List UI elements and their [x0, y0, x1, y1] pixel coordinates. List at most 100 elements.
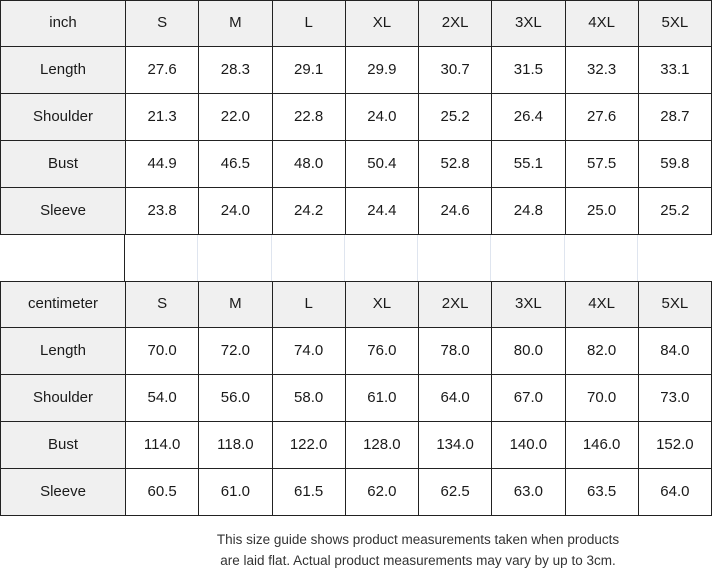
cell-cm-shoulder-l: 58.0 [271, 374, 346, 422]
cell-inch-shoulder-xl: 24.0 [344, 93, 420, 141]
cell-cm-bust-2xl: 134.0 [417, 421, 493, 469]
cell-cm-shoulder-4xl: 70.0 [564, 374, 639, 422]
spacer-cell [125, 235, 199, 281]
table-row: Sleeve 23.8 24.0 24.2 24.4 24.6 24.8 25.… [0, 187, 713, 235]
cell-cm-bust-s: 114.0 [124, 421, 200, 469]
cell-inch-length-5xl: 33.1 [637, 46, 713, 94]
size-header-xl: XL [344, 0, 420, 47]
cell-inch-shoulder-5xl: 28.7 [637, 93, 713, 141]
size-header-4xl: 4XL [564, 0, 639, 47]
note-line-1: This size guide shows product measuremen… [216, 532, 620, 547]
cell-cm-length-xl: 76.0 [344, 327, 420, 375]
table-row: Shoulder 54.0 56.0 58.0 61.0 64.0 67.0 7… [0, 374, 713, 422]
cell-cm-sleeve-5xl: 64.0 [637, 468, 713, 516]
spacer-cell [637, 235, 711, 281]
cell-inch-bust-4xl: 57.5 [564, 140, 639, 188]
cell-inch-length-l: 29.1 [271, 46, 346, 94]
size-header-4xl: 4XL [564, 281, 639, 328]
cell-inch-shoulder-2xl: 25.2 [417, 93, 493, 141]
size-header-s: S [124, 281, 200, 328]
size-header-xl: XL [344, 281, 420, 328]
size-header-m: M [198, 0, 273, 47]
cell-cm-sleeve-4xl: 63.5 [564, 468, 639, 516]
size-header-3xl: 3XL [491, 281, 566, 328]
measure-label-length: Length [0, 327, 126, 375]
cell-cm-shoulder-s: 54.0 [124, 374, 200, 422]
cell-cm-shoulder-xl: 61.0 [344, 374, 420, 422]
cell-inch-shoulder-3xl: 26.4 [491, 93, 566, 141]
cell-inch-sleeve-l: 24.2 [271, 187, 346, 235]
cell-cm-shoulder-m: 56.0 [198, 374, 273, 422]
size-header-l: L [271, 0, 346, 47]
table-spacer-row [0, 235, 711, 281]
cell-cm-bust-3xl: 140.0 [491, 421, 566, 469]
measure-label-shoulder: Shoulder [0, 93, 126, 141]
cell-inch-shoulder-4xl: 27.6 [564, 93, 639, 141]
cell-cm-bust-l: 122.0 [271, 421, 346, 469]
size-header-3xl: 3XL [491, 0, 566, 47]
cell-cm-length-3xl: 80.0 [491, 327, 566, 375]
table-header-row-inch: inch S M L XL 2XL 3XL 4XL 5XL [0, 0, 713, 47]
size-header-5xl: 5XL [637, 0, 713, 47]
size-header-m: M [198, 281, 273, 328]
cell-inch-sleeve-2xl: 24.6 [417, 187, 493, 235]
size-table-centimeter: centimeter S M L XL 2XL 3XL 4XL 5XL Leng… [0, 281, 713, 516]
cell-inch-bust-xl: 50.4 [344, 140, 420, 188]
table-header-row-centimeter: centimeter S M L XL 2XL 3XL 4XL 5XL [0, 281, 713, 328]
spacer-cell [418, 235, 492, 281]
cell-inch-sleeve-4xl: 25.0 [564, 187, 639, 235]
table-row: Length 27.6 28.3 29.1 29.9 30.7 31.5 32.… [0, 46, 713, 94]
cell-cm-length-s: 70.0 [124, 327, 200, 375]
spacer-cell [271, 235, 345, 281]
spacer-label-cell [0, 235, 125, 281]
cell-cm-bust-5xl: 152.0 [637, 421, 713, 469]
size-header-l: L [271, 281, 346, 328]
spacer-cell [198, 235, 272, 281]
unit-label-inch: inch [0, 0, 126, 47]
unit-label-centimeter: centimeter [0, 281, 126, 328]
cell-inch-length-4xl: 32.3 [564, 46, 639, 94]
cell-cm-length-4xl: 82.0 [564, 327, 639, 375]
cell-inch-sleeve-3xl: 24.8 [491, 187, 566, 235]
cell-inch-bust-5xl: 59.8 [637, 140, 713, 188]
cell-cm-sleeve-s: 60.5 [124, 468, 200, 516]
cell-cm-bust-4xl: 146.0 [564, 421, 639, 469]
cell-cm-bust-m: 118.0 [198, 421, 273, 469]
cell-inch-shoulder-s: 21.3 [124, 93, 200, 141]
cell-cm-shoulder-2xl: 64.0 [417, 374, 493, 422]
cell-inch-shoulder-l: 22.8 [271, 93, 346, 141]
cell-cm-sleeve-2xl: 62.5 [417, 468, 493, 516]
measure-label-shoulder: Shoulder [0, 374, 126, 422]
cell-inch-sleeve-5xl: 25.2 [637, 187, 713, 235]
measure-label-bust: Bust [0, 140, 126, 188]
measure-label-sleeve: Sleeve [0, 187, 126, 235]
size-table-inch: inch S M L XL 2XL 3XL 4XL 5XL Length 27.… [0, 0, 713, 235]
table-row: Shoulder 21.3 22.0 22.8 24.0 25.2 26.4 2… [0, 93, 713, 141]
size-guide-note: This size guide shows product measuremen… [0, 516, 711, 572]
size-header-2xl: 2XL [417, 281, 493, 328]
cell-inch-length-m: 28.3 [198, 46, 273, 94]
cell-cm-length-m: 72.0 [198, 327, 273, 375]
cell-inch-length-s: 27.6 [124, 46, 200, 94]
measure-label-sleeve: Sleeve [0, 468, 126, 516]
cell-inch-length-xl: 29.9 [344, 46, 420, 94]
spacer-cell [491, 235, 565, 281]
cell-inch-bust-2xl: 52.8 [417, 140, 493, 188]
cell-cm-length-l: 74.0 [271, 327, 346, 375]
note-line-2: are laid flat. Actual product measuremen… [220, 552, 616, 568]
cell-inch-bust-m: 46.5 [198, 140, 273, 188]
size-header-2xl: 2XL [417, 0, 493, 47]
cell-cm-shoulder-3xl: 67.0 [491, 374, 566, 422]
cell-inch-sleeve-xl: 24.4 [344, 187, 420, 235]
cell-inch-bust-l: 48.0 [271, 140, 346, 188]
cell-inch-sleeve-s: 23.8 [124, 187, 200, 235]
cell-cm-length-5xl: 84.0 [637, 327, 713, 375]
spacer-cell [564, 235, 638, 281]
cell-inch-length-3xl: 31.5 [491, 46, 566, 94]
cell-cm-length-2xl: 78.0 [417, 327, 493, 375]
table-row: Length 70.0 72.0 74.0 76.0 78.0 80.0 82.… [0, 327, 713, 375]
table-row: Bust 44.9 46.5 48.0 50.4 52.8 55.1 57.5 … [0, 140, 713, 188]
cell-cm-sleeve-m: 61.0 [198, 468, 273, 516]
size-header-s: S [124, 0, 200, 47]
